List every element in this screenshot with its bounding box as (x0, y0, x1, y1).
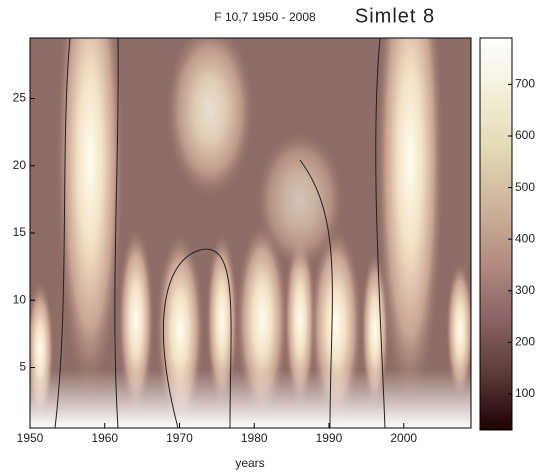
colorbar-tick-label: 600 (515, 128, 535, 142)
y-tick-label: 10 (13, 292, 27, 306)
colorbar-tick-label: 700 (515, 77, 535, 91)
colorbar-tick-label: 100 (515, 386, 535, 400)
x-tick-label: 1980 (241, 431, 268, 445)
x-axis-label: years (235, 456, 264, 470)
x-tick-label: 1970 (166, 431, 193, 445)
chart-title: F 10,7 1950 - 2008 (214, 10, 316, 24)
page: {"chart_data": {"type": "contour", "titl… (0, 0, 556, 472)
field (26, 0, 474, 430)
colorbar (480, 38, 512, 430)
chart: F 10,7 1950 - 2008 Simlet 8 years 1950 19… (0, 0, 556, 472)
x-tick-label: 2000 (390, 431, 417, 445)
y-tick-label: 25 (13, 91, 27, 105)
y-tick-label: 20 (13, 158, 27, 172)
x-tick-label: 1950 (17, 431, 44, 445)
y-tick-label: 5 (19, 360, 26, 374)
colorbar-tick-label: 400 (515, 231, 535, 245)
colorbar-tick-label: 200 (515, 334, 535, 348)
x-tick-label: 1960 (91, 431, 118, 445)
x-tick-label: 1990 (316, 431, 343, 445)
y-tick-label: 15 (13, 225, 27, 239)
colorbar-tick-label: 300 (515, 283, 535, 297)
chart-subtitle: Simlet 8 (355, 5, 435, 27)
colorbar-tick-label: 500 (515, 180, 535, 194)
